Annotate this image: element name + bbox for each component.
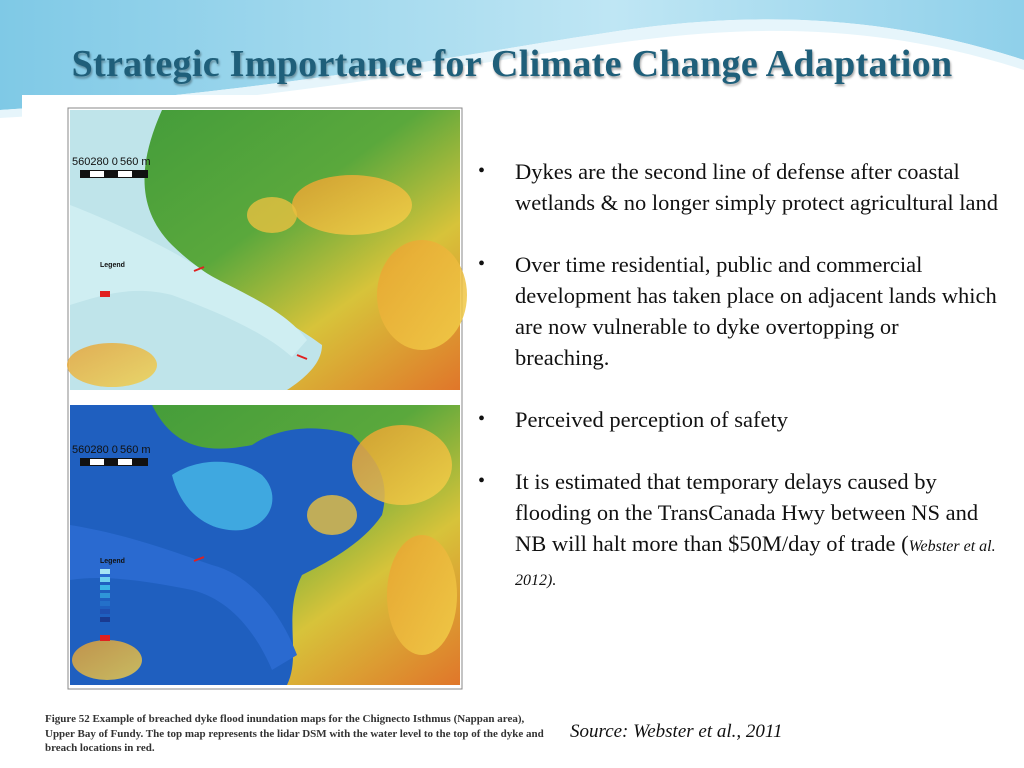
bottom-map: 560280 0 560 m Legend (70, 405, 460, 685)
header-wave (0, 0, 1024, 110)
map-scale-end: 560 m (120, 156, 151, 168)
top-map: 560280 0 560 m Legend (67, 110, 467, 390)
map-figure: 560280 0 560 m Legend 560280 0 560 m Leg… (67, 107, 467, 690)
map-scale-end: 560 m (120, 444, 151, 456)
bullet-text: Dykes are the second line of defense aft… (515, 159, 999, 215)
map-legend: Legend (100, 558, 125, 565)
bullet: It is estimated that temporary delays ca… (478, 466, 998, 596)
map-scale-start: 560280 0 (72, 444, 118, 456)
source: Source: Webster et al., 2011 (570, 721, 783, 742)
bullet: Dykes are the second line of defense aft… (478, 156, 998, 218)
map-scale-start: 560280 0 (72, 156, 118, 168)
slide-title: Strategic Importance for Climate Change … (71, 43, 953, 85)
bullet: Over time residential, public and commer… (478, 249, 998, 373)
figure: 560280 0 560 m Legend 560280 0 560 m Leg… (22, 95, 548, 760)
bullet-text: Over time residential, public and commer… (515, 252, 997, 370)
citation: Webster et al. 2012). (515, 538, 996, 589)
bullet-text: Perceived perception of safety (515, 407, 788, 432)
bullet-text: It is estimated that temporary delays ca… (515, 469, 979, 556)
header-wave-light (0, 19, 1024, 119)
map-legend: Legend (100, 262, 125, 269)
bullet: Perceived perception of safety (478, 404, 998, 435)
figure-caption: Figure 52 Example of breached dyke flood… (45, 713, 544, 754)
bullet-list: Dykes are the second line of defense aft… (478, 156, 998, 627)
